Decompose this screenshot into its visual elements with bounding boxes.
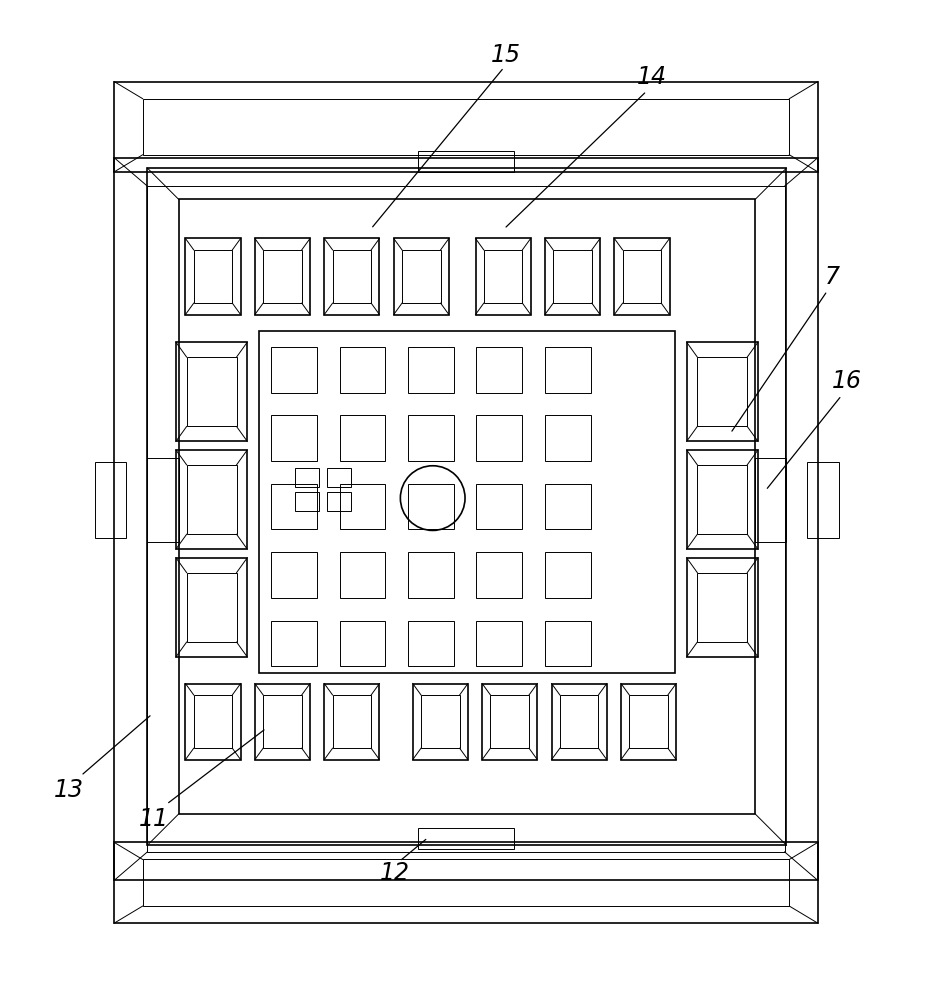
Bar — [95, 462, 126, 538]
Bar — [340, 552, 385, 598]
Bar — [271, 347, 317, 393]
Bar — [560, 695, 598, 748]
Bar — [271, 621, 317, 666]
Bar — [687, 450, 758, 549]
Bar — [255, 684, 310, 760]
Bar — [271, 552, 317, 598]
Bar — [324, 684, 379, 760]
Text: 7: 7 — [825, 265, 840, 289]
Bar — [295, 468, 319, 487]
Bar — [340, 484, 385, 529]
Bar — [491, 695, 529, 748]
Bar — [194, 695, 232, 748]
Bar — [697, 465, 747, 534]
Bar — [476, 415, 522, 461]
Bar — [623, 250, 661, 303]
Bar — [408, 484, 454, 529]
Bar — [421, 695, 459, 748]
Text: 14: 14 — [636, 65, 667, 89]
Bar — [340, 415, 385, 461]
Bar — [418, 828, 514, 849]
Text: 16: 16 — [831, 369, 862, 393]
Bar — [255, 238, 310, 315]
Bar — [476, 621, 522, 666]
Bar — [476, 552, 522, 598]
Bar — [185, 238, 241, 315]
Bar — [143, 99, 789, 155]
Bar — [614, 238, 670, 315]
Bar — [185, 684, 241, 760]
Bar — [697, 357, 747, 426]
Text: 11: 11 — [139, 807, 169, 831]
Bar — [687, 558, 758, 657]
Bar — [176, 450, 247, 549]
Bar — [147, 186, 785, 852]
Bar — [143, 859, 789, 906]
Bar — [186, 573, 237, 642]
Bar — [263, 695, 301, 748]
Bar — [697, 573, 747, 642]
Bar — [333, 695, 371, 748]
Bar — [186, 465, 237, 534]
Bar — [176, 558, 247, 657]
Bar — [476, 484, 522, 529]
Text: 13: 13 — [53, 778, 84, 802]
Bar — [545, 484, 591, 529]
Bar — [271, 484, 317, 529]
Bar — [807, 462, 839, 538]
Bar — [402, 250, 440, 303]
Bar — [271, 415, 317, 461]
Bar — [147, 458, 179, 542]
Bar — [179, 199, 755, 814]
Bar — [324, 238, 379, 315]
Bar — [545, 621, 591, 666]
Bar — [333, 250, 371, 303]
Bar — [545, 552, 591, 598]
Bar — [476, 347, 522, 393]
Bar — [553, 250, 592, 303]
Bar — [545, 238, 600, 315]
Bar — [114, 842, 818, 923]
Bar — [552, 684, 607, 760]
Bar — [340, 347, 385, 393]
Bar — [630, 695, 668, 748]
Bar — [408, 415, 454, 461]
Bar — [621, 684, 676, 760]
Bar — [114, 158, 818, 880]
Bar — [186, 357, 237, 426]
Bar — [147, 168, 786, 845]
Bar — [327, 492, 351, 511]
Bar — [259, 331, 675, 673]
Bar — [394, 238, 449, 315]
Bar — [176, 342, 247, 441]
Bar — [418, 151, 514, 172]
Bar — [545, 415, 591, 461]
Bar — [114, 82, 818, 172]
Bar — [482, 684, 537, 760]
Bar — [295, 492, 319, 511]
Bar — [263, 250, 301, 303]
Bar — [755, 458, 786, 542]
Bar — [408, 347, 454, 393]
Bar — [687, 342, 758, 441]
Bar — [476, 238, 531, 315]
Bar — [545, 347, 591, 393]
Text: 12: 12 — [379, 861, 410, 885]
Bar — [408, 621, 454, 666]
Bar — [327, 468, 351, 487]
Bar — [408, 552, 454, 598]
Bar — [194, 250, 232, 303]
Bar — [340, 621, 385, 666]
Bar — [484, 250, 522, 303]
Bar — [413, 684, 468, 760]
Text: 15: 15 — [491, 43, 521, 67]
